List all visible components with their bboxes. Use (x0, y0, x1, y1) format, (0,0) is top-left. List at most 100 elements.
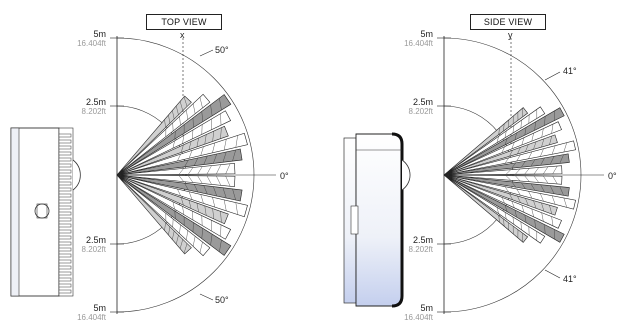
side-zone-hatch (512, 125, 515, 134)
side-dist-4-ft: 16.404ft (404, 313, 433, 322)
top-device-fin (58, 151, 72, 156)
side-zone-hatch (511, 142, 515, 149)
top-dist-1-m: 5m (93, 29, 106, 39)
top-zone-hatch (222, 187, 227, 199)
top-device-fin (58, 283, 72, 288)
side-zone-hatch (530, 183, 536, 191)
side-zone-hatch (549, 156, 555, 165)
top-device-fin (58, 169, 72, 174)
side-dist-2-ft: 8.202ft (408, 107, 433, 116)
side-zone-hatch (496, 136, 499, 143)
top-device-fin (58, 259, 72, 264)
side-zone-hatch (504, 186, 509, 193)
top-zone-upper-6 (116, 94, 232, 176)
side-zone-hatch (549, 135, 553, 145)
side-zone-hatch (512, 216, 515, 225)
side-zone-hatch (531, 133, 534, 142)
side-zone-hatch (534, 121, 536, 131)
side-device-lens (401, 159, 411, 191)
top-zone-hatch (232, 188, 236, 201)
side-zone-lower-5 (443, 174, 562, 229)
top-zone-hatch (182, 206, 185, 215)
side-zone-hatch (524, 214, 527, 223)
top-zero-label: 0° (280, 171, 289, 181)
side-zone-hatch (551, 216, 554, 226)
side-zone-hatch (501, 146, 505, 153)
top-zone-hatch (199, 242, 203, 253)
top-device-fin (58, 229, 72, 234)
top-zone-hatch (216, 164, 222, 175)
side-zone-hatch (552, 165, 558, 174)
top-zone-hatch (176, 105, 179, 115)
side-zone-hatch (516, 188, 521, 196)
side-zone-hatch (514, 132, 517, 141)
top-zone-hatch (223, 199, 227, 211)
top-zone-lower-4 (116, 174, 229, 225)
top-dist-3-ft: 8.202ft (81, 245, 106, 254)
side-zone-upper-4 (443, 134, 558, 176)
side-zone-hatch (520, 120, 522, 129)
side-dist-1-ft: 16.404ft (404, 39, 433, 48)
side-zone-hatch (528, 191, 533, 199)
side-zone-hatch (509, 193, 513, 200)
side-dist-1-m: 5m (420, 29, 433, 39)
top-zone-lower-8 (116, 174, 192, 255)
top-angle-upper-label: 50° (215, 45, 229, 55)
top-zone-hatch (225, 163, 231, 174)
top-dist-2-m: 2.5m (85, 97, 106, 107)
top-device-fin (58, 247, 72, 252)
top-device-fin (58, 271, 72, 276)
top-zone-hatch (179, 101, 183, 111)
top-device-fin (58, 163, 72, 168)
side-zone-hatch (531, 208, 534, 217)
top-zone-hatch (203, 155, 208, 165)
side-angle-leader-lower (544, 269, 561, 279)
top-view-diagram (10, 36, 276, 314)
top-angle-leader-upper (199, 49, 214, 57)
top-zone-hatch (196, 203, 199, 213)
side-zone-hatch (524, 127, 527, 136)
side-zone-hatch (534, 219, 536, 229)
side-zone-hatch (517, 195, 521, 203)
top-zone-hatch (200, 146, 204, 156)
top-zone-hatch (220, 211, 222, 223)
side-zone-hatch (520, 221, 522, 230)
top-zone-hatch (168, 114, 171, 124)
side-zone-lower-2 (443, 174, 570, 197)
top-zone-hatch (222, 151, 227, 163)
top-detection-zones (116, 93, 248, 257)
side-zone-hatch (540, 184, 545, 193)
side-zone-hatch (563, 197, 567, 208)
top-zone-upper-7 (116, 93, 211, 176)
top-zone-hatch (183, 243, 188, 254)
top-zone-hatch (210, 234, 213, 246)
top-zone-hatch (188, 150, 193, 159)
side-zone-hatch (544, 224, 546, 234)
side-angle-upper-label: 41° (563, 66, 577, 76)
side-zone-hatch (533, 167, 539, 175)
side-zone-hatch (549, 185, 555, 194)
top-zone-hatch (219, 239, 222, 252)
top-zone-upper-8 (116, 95, 192, 176)
top-dist-4-m: 5m (93, 303, 106, 313)
side-zone-hatch (525, 144, 529, 152)
side-zone-lower-4 (443, 174, 558, 216)
side-zone-hatch (528, 151, 533, 159)
side-zone-hatch (517, 147, 521, 155)
top-device-fin (58, 199, 72, 204)
side-dist-3-ft: 8.202ft (408, 245, 433, 254)
side-zone-hatch (524, 175, 530, 182)
top-zone-hatch (188, 167, 194, 175)
top-device-fins (58, 133, 72, 294)
top-zone-hatch (188, 175, 194, 183)
top-zone-hatch (212, 197, 216, 208)
top-zone-hatch (188, 141, 192, 150)
top-zone-hatch (196, 137, 199, 147)
top-zone-hatch (206, 165, 212, 175)
top-device-fin (58, 223, 72, 228)
top-zone-hatch (200, 194, 204, 204)
top-zone-hatch (210, 104, 213, 116)
side-zone-hatch (496, 207, 499, 214)
side-zone-hatch (521, 204, 525, 213)
